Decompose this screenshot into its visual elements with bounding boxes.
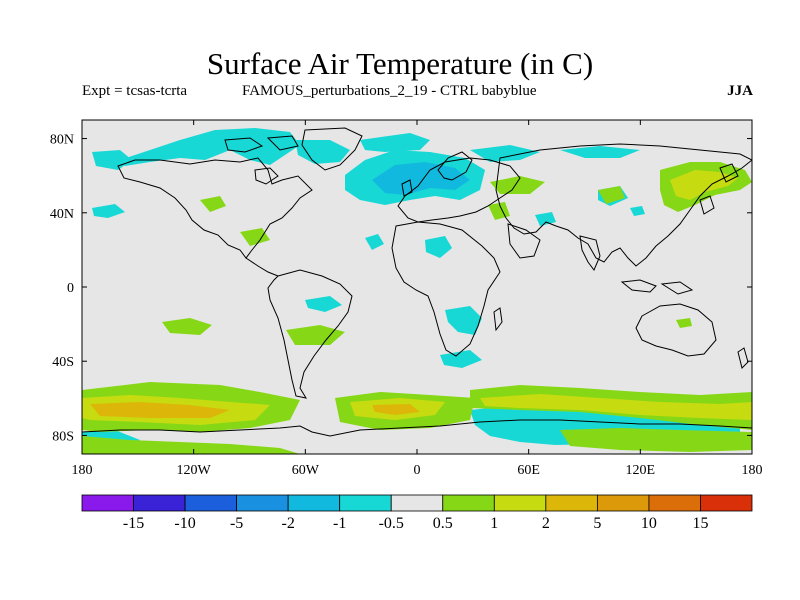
anomaly-cyan-midatl	[425, 236, 452, 258]
colorbar-label: 1	[490, 515, 498, 532]
anomaly-cyan-africa-sw	[445, 306, 482, 335]
colorbar-swatch	[545, 494, 598, 512]
anomaly-green-india-ocean	[676, 318, 692, 328]
anomaly-orange-southern-b	[372, 404, 420, 415]
colorbar-labels: -15 -10 -5 -2 -1 -0.5 0.5 1 2 5 10 15	[123, 515, 709, 532]
anomaly-green-southern-e	[82, 436, 300, 454]
run-label: FAMOUS_perturbations_2_19 - CTRL babyblu…	[242, 83, 537, 99]
anomaly-green-eu	[490, 176, 545, 194]
lon-tick-label: 0	[414, 463, 421, 478]
coastline-africa	[391, 221, 501, 357]
coastline-indonesia	[620, 279, 694, 295]
lon-tick-label: 120E	[626, 463, 656, 478]
colorbar-swatch	[648, 494, 701, 512]
lat-tick-label: 40S	[52, 355, 74, 370]
lon-tick-label: 120W	[177, 463, 212, 478]
axis-tick-labels: 180 120W 60W 0 60E 120E 180 80N 40N 0 40S 80S	[50, 133, 763, 478]
anomaly-cyan-canada	[295, 140, 350, 164]
anomaly-fields	[82, 128, 752, 454]
colorbar-label: 0.5	[433, 515, 453, 532]
anomaly-cyan-asia	[535, 212, 556, 226]
coastline-scandinavia	[437, 151, 473, 181]
coastline-new-zealand	[737, 347, 749, 369]
colorbar-label: 5	[593, 515, 601, 532]
experiment-label: Expt = tcsas-tcrta	[82, 83, 188, 99]
anomaly-cyan-eurasia	[470, 145, 540, 162]
coastline-greenland	[301, 127, 363, 171]
colorbar-swatch	[442, 494, 495, 512]
colorbar-swatch	[236, 494, 289, 512]
map-panel	[82, 120, 752, 454]
coastline-madagascar	[493, 307, 503, 332]
colorbar-label: 10	[641, 515, 657, 532]
colorbar-swatch	[133, 494, 186, 512]
coastline-arctic-isles	[224, 135, 299, 153]
map-title: Surface Air Temperature (in C)	[206, 46, 594, 81]
colorbar-label: -1	[333, 515, 346, 532]
anomaly-green-na	[200, 196, 226, 212]
colorbar-swatch	[339, 494, 392, 512]
coastlines	[82, 127, 752, 437]
anomaly-green-samerica	[286, 325, 345, 345]
anomaly-yellow-eastasia	[670, 170, 738, 200]
anomaly-cyan-siberia	[560, 146, 640, 158]
anomaly-yellow-southern-c	[480, 394, 752, 420]
colorbar-swatch	[700, 494, 753, 512]
anomaly-orange-southern-a	[90, 402, 230, 418]
colorbar-swatch	[596, 494, 650, 512]
coastline-central-america	[245, 257, 279, 277]
coastline-japan	[699, 195, 715, 215]
coastline-india	[579, 235, 601, 271]
anomaly-cyan-pac	[92, 204, 125, 218]
coastline-australia	[635, 303, 717, 357]
colorbar-label: -15	[123, 515, 144, 532]
coastline-europe	[397, 157, 521, 223]
lat-tick-label: 40N	[50, 207, 74, 222]
coastline-asia	[495, 143, 752, 267]
lon-tick-label: 180	[742, 463, 763, 478]
coastline-uk	[401, 179, 413, 197]
coastline-arabia	[507, 223, 541, 259]
coastline-south-america	[267, 269, 353, 399]
anomaly-blue-natlantic	[372, 162, 470, 195]
lon-tick-label: 60E	[517, 463, 540, 478]
anomaly-green-southern-d	[560, 428, 752, 452]
axis-ticks	[81, 120, 753, 454]
lon-tick-label: 60W	[292, 463, 320, 478]
anomaly-cyan-africa	[440, 350, 482, 368]
anomaly-green-spac	[162, 318, 212, 335]
colorbar-swatch	[287, 494, 341, 512]
colorbar-swatch	[493, 494, 547, 512]
anomaly-green-na2	[240, 228, 270, 246]
colorbar-label: 15	[692, 515, 708, 532]
coastline-antarctica	[82, 419, 752, 437]
coastline-kamchatka	[719, 163, 739, 183]
lon-tick-label: 180	[72, 463, 93, 478]
colorbar-swatch	[81, 494, 134, 512]
anomaly-cyan-labrador	[360, 133, 430, 152]
anomaly-cyan-samerica	[305, 296, 342, 312]
coastline-north-america	[117, 157, 313, 259]
colorbar-label: -0.5	[379, 515, 404, 532]
colorbar-label: -5	[230, 515, 243, 532]
lat-tick-label: 80N	[50, 133, 74, 148]
anomaly-cyan-arctic	[120, 128, 300, 166]
colorbar-swatch	[184, 494, 238, 512]
season-label: JJA	[727, 83, 753, 99]
colorbar	[81, 494, 753, 512]
colorbar-label: -10	[174, 515, 195, 532]
anomaly-cyan-pacific-n	[630, 206, 645, 216]
colorbar-swatch	[390, 494, 444, 512]
lat-tick-label: 0	[67, 281, 74, 296]
colorbar-label: 2	[542, 515, 550, 532]
coastline-hudson	[254, 167, 279, 185]
anomaly-cyan-nafrica	[365, 234, 384, 250]
lat-tick-label: 80S	[52, 429, 74, 444]
colorbar-label: -2	[281, 515, 294, 532]
anomaly-green-asia	[598, 186, 625, 204]
